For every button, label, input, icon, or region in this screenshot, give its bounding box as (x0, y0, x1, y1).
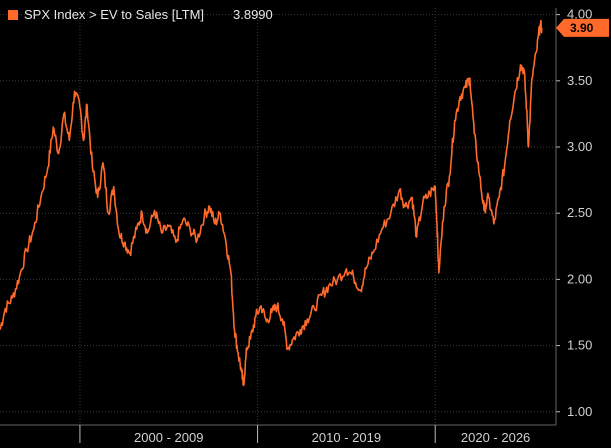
last-value-badge-shape (556, 18, 609, 37)
series-line (0, 19, 543, 387)
y-tick-label: 2.50 (567, 205, 592, 220)
x-axis: 2000 - 2009 2010 - 2019 2020 - 2026 (0, 424, 556, 445)
x-period-label: 2020 - 2026 (461, 430, 530, 445)
legend-value: 3.8990 (233, 7, 273, 22)
last-value-badge-text: 3.90 (570, 21, 594, 35)
legend: SPX Index > EV to Sales [LTM] 3.8990 (8, 7, 273, 22)
y-tick-label: 1.00 (567, 404, 592, 419)
y-tick-label: 1.50 (567, 338, 592, 353)
y-tick-label: 4.00 (567, 7, 592, 22)
legend-label: SPX Index > EV to Sales [LTM] (24, 7, 204, 22)
y-axis: 4.00 3.50 3.00 2.50 2.00 1.50 1.00 (555, 7, 592, 425)
y-tick-label: 3.50 (567, 73, 592, 88)
y-tick-label: 2.00 (567, 271, 592, 286)
legend-swatch (8, 10, 18, 20)
x-period-label: 2010 - 2019 (312, 430, 381, 445)
y-tick-label: 3.00 (567, 139, 592, 154)
x-period-label: 2000 - 2009 (134, 430, 203, 445)
last-value-badge: 3.90 (556, 18, 609, 37)
grid-lines (0, 8, 556, 425)
